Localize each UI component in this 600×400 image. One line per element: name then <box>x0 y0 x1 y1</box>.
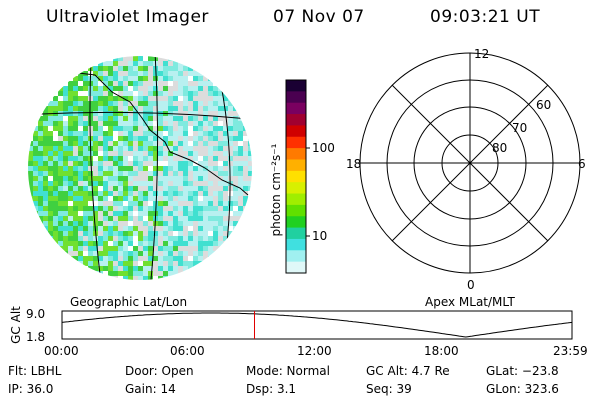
colorbar-step <box>286 148 306 161</box>
colorbar-step <box>286 170 306 183</box>
colorbar-step <box>286 91 306 104</box>
x-tick-label: 12:00 <box>297 344 332 358</box>
meridian-line <box>89 56 103 280</box>
x-tick-label: 06:00 <box>170 344 205 358</box>
colorbar-step <box>286 80 306 92</box>
colorbar-step <box>286 261 306 274</box>
mlt-label-18: 18 <box>346 157 362 171</box>
info-filter: Flt: LBHL <box>8 364 62 378</box>
colorbar-step <box>286 238 306 251</box>
x-tick-label: 00:00 <box>44 344 79 358</box>
altitude-ylabel: GC Alt <box>9 306 23 344</box>
altitude-plot <box>61 310 573 340</box>
x-tick-label: 18:00 <box>424 344 459 358</box>
colorbar-step <box>286 136 306 149</box>
altitude-ymin-label: 1.8 <box>26 330 46 344</box>
info-door: Door: Open <box>125 364 194 378</box>
info-gc-alt: GC Alt: 4.7 Re <box>366 364 450 378</box>
mlat-label-80: 80 <box>492 141 508 155</box>
colorbar-step <box>286 216 306 229</box>
colorbar-step <box>286 114 306 127</box>
info-glon: GLon: 323.6 <box>486 382 559 396</box>
colorbar-step <box>286 159 306 172</box>
info-seq: Seq: 39 <box>366 382 412 396</box>
altitude-curve <box>61 312 573 338</box>
info-mode: Mode: Normal <box>246 364 330 378</box>
mlt-label-0: 0 <box>467 278 475 292</box>
geographic-image <box>28 56 252 280</box>
colorbar <box>285 79 310 274</box>
instrument-title: Ultraviolet Imager <box>46 7 209 27</box>
info-gain: Gain: 14 <box>125 382 176 396</box>
colorbar-tick-100: 100 <box>312 141 335 155</box>
mlat-label-70: 70 <box>512 121 528 135</box>
altitude-ymax-label: 9.0 <box>26 307 46 321</box>
colorbar-step <box>286 227 306 240</box>
apex-polar-plot <box>359 52 581 274</box>
geographic-panel-label: Geographic Lat/Lon <box>70 295 188 309</box>
time-label: 09:03:21 UT <box>430 7 541 27</box>
colorbar-step <box>286 250 306 263</box>
colorbar-step <box>286 193 306 206</box>
colorbar-step <box>286 125 306 138</box>
mlt-label-12: 12 <box>474 47 490 61</box>
colorbar-step <box>286 204 306 217</box>
x-tick-label: 23:59 <box>553 344 588 358</box>
colorbar-step <box>286 102 306 115</box>
mlat-label-60: 60 <box>536 98 552 112</box>
info-ip: IP: 36.0 <box>8 382 54 396</box>
latitude-line <box>28 111 252 121</box>
apex-panel-label: Apex MLat/MLT <box>425 295 515 309</box>
mlt-label-6: 6 <box>578 157 586 171</box>
coastline <box>49 57 249 196</box>
info-glat: GLat: −23.8 <box>486 364 559 378</box>
colorbar-step <box>286 182 306 195</box>
colorbar-tick-10: 10 <box>312 229 328 243</box>
colorbar-unit-label: photon cm⁻²s⁻¹ <box>269 143 283 237</box>
meridian-line <box>149 56 159 280</box>
polar-diagonal <box>391 84 549 242</box>
date-label: 07 Nov 07 <box>273 7 365 27</box>
info-dsp: Dsp: 3.1 <box>246 382 297 396</box>
